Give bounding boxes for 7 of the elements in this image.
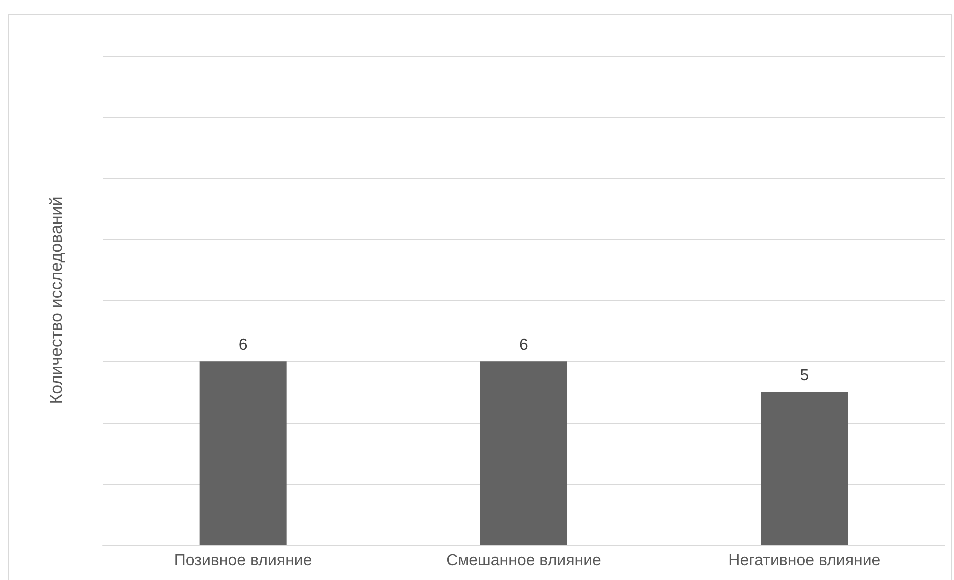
x-tick-label: Позивное влияние	[174, 552, 312, 570]
data-label: 6	[520, 337, 529, 354]
data-label: 6	[238, 337, 248, 354]
data-label: 5	[800, 368, 810, 385]
x-tick-label: Смешанное влияние	[446, 552, 602, 570]
y-axis-title: Количество исследований	[47, 196, 66, 404]
x-tick-label: Негативное влияние	[728, 552, 881, 570]
